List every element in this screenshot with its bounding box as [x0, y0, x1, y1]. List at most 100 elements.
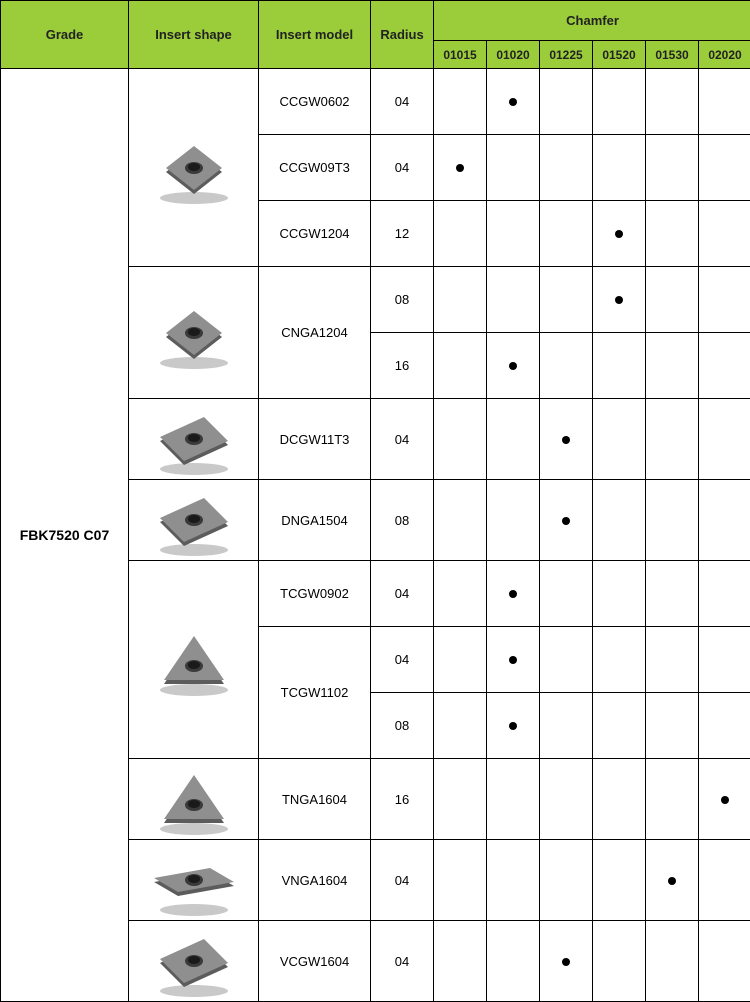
dot-icon: [562, 958, 570, 966]
chamfer-cell: [593, 759, 646, 840]
col-chamfer: Chamfer: [434, 1, 750, 41]
chamfer-cell: [487, 399, 540, 480]
radius-value: 08: [371, 267, 434, 333]
chamfer-cell: [540, 921, 593, 1002]
radius-value: 04: [371, 399, 434, 480]
chamfer-cell: [540, 561, 593, 627]
insert-shape-icon: [129, 561, 259, 759]
insert-shape-icon: [129, 480, 259, 561]
chamfer-cell: [646, 921, 699, 1002]
chamfer-cell: [434, 759, 487, 840]
radius-value: 16: [371, 333, 434, 399]
chamfer-cell: [487, 627, 540, 693]
chamfer-cell: [593, 135, 646, 201]
dot-icon: [509, 98, 517, 106]
chamfer-cell: [540, 693, 593, 759]
insert-model: DNGA1504: [259, 480, 371, 561]
col-grade: Grade: [1, 1, 129, 69]
chamfer-cell: [487, 333, 540, 399]
col-radius: Radius: [371, 1, 434, 69]
chamfer-cell: [646, 69, 699, 135]
chamfer-cell: [699, 759, 750, 840]
chamfer-cell: [434, 627, 487, 693]
dot-icon: [615, 296, 623, 304]
chamfer-cell: [540, 759, 593, 840]
chamfer-cell: [434, 69, 487, 135]
chamfer-cell: [434, 267, 487, 333]
chamfer-cell: [699, 201, 750, 267]
insert-shape-icon: [129, 69, 259, 267]
dot-icon: [509, 722, 517, 730]
col-chamfer-01520: 01520: [593, 41, 646, 69]
col-chamfer-01530: 01530: [646, 41, 699, 69]
chamfer-cell: [434, 135, 487, 201]
chamfer-cell: [593, 201, 646, 267]
chamfer-cell: [487, 921, 540, 1002]
chamfer-cell: [646, 759, 699, 840]
chamfer-cell: [540, 201, 593, 267]
radius-value: 16: [371, 759, 434, 840]
col-shape: Insert shape: [129, 1, 259, 69]
chamfer-cell: [487, 480, 540, 561]
dot-icon: [456, 164, 464, 172]
insert-model: TCGW1102: [259, 627, 371, 759]
chamfer-cell: [487, 561, 540, 627]
chamfer-cell: [646, 267, 699, 333]
chamfer-cell: [434, 840, 487, 921]
radius-value: 04: [371, 840, 434, 921]
chamfer-cell: [699, 840, 750, 921]
chamfer-cell: [646, 480, 699, 561]
chamfer-cell: [434, 693, 487, 759]
insert-model: TCGW0902: [259, 561, 371, 627]
dot-icon: [509, 362, 517, 370]
insert-shape-icon: [129, 921, 259, 1002]
col-chamfer-02020: 02020: [699, 41, 750, 69]
chamfer-cell: [699, 333, 750, 399]
chamfer-cell: [699, 921, 750, 1002]
radius-value: 12: [371, 201, 434, 267]
dot-icon: [615, 230, 623, 238]
insert-shape-icon: [129, 267, 259, 399]
chamfer-cell: [646, 135, 699, 201]
chamfer-cell: [434, 333, 487, 399]
chamfer-cell: [540, 840, 593, 921]
chamfer-cell: [593, 267, 646, 333]
chamfer-cell: [593, 399, 646, 480]
chamfer-cell: [593, 333, 646, 399]
radius-value: 04: [371, 921, 434, 1002]
chamfer-cell: [540, 333, 593, 399]
chamfer-cell: [593, 693, 646, 759]
chamfer-cell: [593, 480, 646, 561]
chamfer-cell: [646, 399, 699, 480]
insert-model: VCGW1604: [259, 921, 371, 1002]
chamfer-cell: [487, 759, 540, 840]
chamfer-cell: [646, 693, 699, 759]
chamfer-cell: [487, 693, 540, 759]
chamfer-cell: [646, 561, 699, 627]
chamfer-cell: [434, 480, 487, 561]
chamfer-cell: [540, 135, 593, 201]
chamfer-cell: [646, 201, 699, 267]
dot-icon: [668, 877, 676, 885]
chamfer-cell: [699, 480, 750, 561]
radius-value: 04: [371, 135, 434, 201]
dot-icon: [509, 656, 517, 664]
chamfer-cell: [434, 399, 487, 480]
chamfer-cell: [699, 399, 750, 480]
chamfer-cell: [487, 69, 540, 135]
chamfer-cell: [699, 693, 750, 759]
col-chamfer-01015: 01015: [434, 41, 487, 69]
chamfer-cell: [434, 561, 487, 627]
chamfer-cell: [487, 135, 540, 201]
chamfer-cell: [593, 840, 646, 921]
insert-model: CCGW09T3: [259, 135, 371, 201]
insert-shape-icon: [129, 840, 259, 921]
table-row: FBK7520 C07CCGW060204: [1, 69, 750, 135]
chamfer-cell: [487, 267, 540, 333]
table-header: GradeInsert shapeInsert modelRadiusChamf…: [1, 1, 750, 69]
insert-model: TNGA1604: [259, 759, 371, 840]
col-chamfer-01225: 01225: [540, 41, 593, 69]
insert-table-container: GradeInsert shapeInsert modelRadiusChamf…: [0, 0, 750, 1002]
col-chamfer-01020: 01020: [487, 41, 540, 69]
insert-model: CNGA1204: [259, 267, 371, 399]
